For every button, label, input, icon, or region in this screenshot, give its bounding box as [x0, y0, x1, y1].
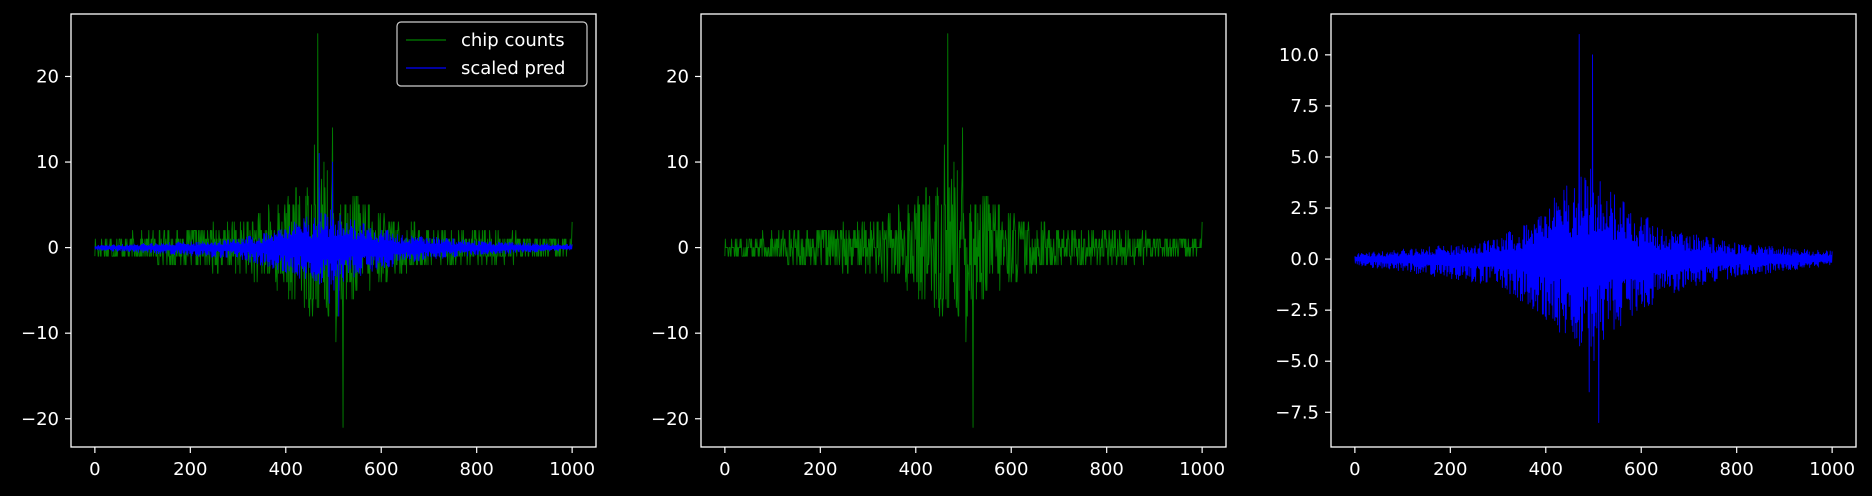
panel-3-frame: [1330, 13, 1857, 448]
y-tick-label: −5.0: [1275, 351, 1319, 372]
x-tick-label: 800: [1720, 459, 1754, 480]
panel-1: 0 200 400 600 800 1000 −20 −10 0 10 20 chip counts…: [21, 13, 597, 480]
panel-1-legend: chip counts scaled pred: [396, 21, 588, 87]
legend-label-pred: scaled pred: [461, 58, 565, 79]
y-tick-label: 5.0: [1290, 147, 1319, 168]
panel-3-ticks: 0 200 400 600 800 1000 −7.5 −5.0 −2.5 0.0 2.5 5.0 7.…: [1275, 45, 1855, 480]
y-tick-label: −20: [651, 409, 689, 430]
x-tick-label: 600: [1624, 459, 1658, 480]
x-tick-label: 1000: [1179, 459, 1225, 480]
series-line-scaled-pred: [1354, 33, 1833, 423]
x-tick-label: 200: [803, 459, 837, 480]
x-tick-label: 0: [1349, 459, 1360, 480]
panel-2-frame: [700, 13, 1227, 448]
y-tick-label: −7.5: [1275, 402, 1319, 423]
x-tick-label: 1000: [549, 459, 595, 480]
series-line-chip-counts: [724, 33, 1203, 428]
x-tick-label: 1000: [1809, 459, 1855, 480]
x-tick-label: 600: [364, 459, 398, 480]
y-tick-label: 0.0: [1290, 249, 1319, 270]
x-tick-label: 400: [899, 459, 933, 480]
y-tick-label: 10.0: [1279, 45, 1319, 66]
y-tick-label: −2.5: [1275, 300, 1319, 321]
y-tick-label: −20: [21, 409, 59, 430]
panel-1-ticks: 0 200 400 600 800 1000 −20 −10 0 10 20: [21, 66, 595, 480]
panel-3: 0 200 400 600 800 1000 −7.5 −5.0 −2.5 0.0 2.5 5.0 7.…: [1275, 13, 1857, 480]
x-tick-label: 800: [460, 459, 494, 480]
y-tick-label: 20: [666, 66, 689, 87]
y-tick-label: 10: [666, 152, 689, 173]
y-tick-label: −10: [21, 323, 59, 344]
x-tick-label: 200: [1433, 459, 1467, 480]
panel-2: 0 200 400 600 800 1000 −20 −10 0 10 20: [651, 13, 1227, 480]
panel-2-ticks: 0 200 400 600 800 1000 −20 −10 0 10 20: [651, 66, 1225, 480]
panel-1-frame: [70, 13, 597, 448]
x-tick-label: 800: [1090, 459, 1124, 480]
x-tick-label: 600: [994, 459, 1028, 480]
y-tick-label: 20: [36, 66, 59, 87]
y-tick-label: 2.5: [1290, 198, 1319, 219]
y-tick-label: 0: [678, 238, 689, 259]
x-tick-label: 0: [89, 459, 100, 480]
legend-box: [396, 21, 588, 87]
panel-3-series: [1354, 33, 1833, 423]
y-tick-label: 0: [48, 238, 59, 259]
series-line-scaled-pred: [94, 153, 573, 317]
x-tick-label: 0: [719, 459, 730, 480]
x-tick-label: 400: [1529, 459, 1563, 480]
x-tick-label: 200: [173, 459, 207, 480]
panel-1-series: [94, 33, 573, 428]
y-tick-label: 7.5: [1290, 96, 1319, 117]
y-tick-label: 10: [36, 152, 59, 173]
legend-label-counts: chip counts: [461, 30, 565, 51]
panel-2-series: [724, 33, 1203, 428]
x-tick-label: 400: [269, 459, 303, 480]
y-tick-label: −10: [651, 323, 689, 344]
